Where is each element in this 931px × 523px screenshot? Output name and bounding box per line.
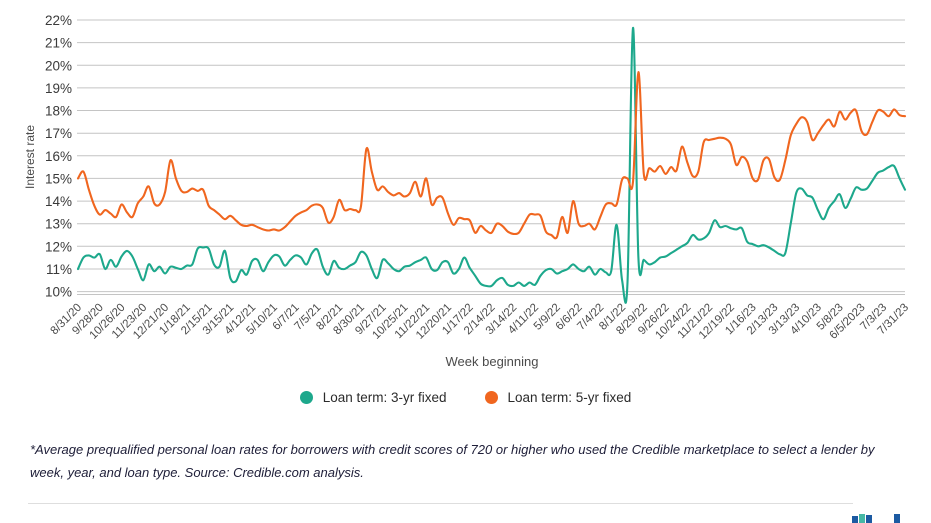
legend-item-3yr: Loan term: 3-yr fixed: [299, 390, 447, 405]
logo-bar: [852, 516, 858, 523]
legend-dot-5yr-icon: [484, 391, 498, 404]
logo-bar: [859, 514, 865, 523]
svg-text:21%: 21%: [45, 36, 72, 51]
svg-text:13%: 13%: [45, 217, 72, 232]
legend-label-5yr: Loan term: 5-yr fixed: [507, 390, 632, 405]
footer-divider: [28, 503, 853, 504]
svg-text:11%: 11%: [46, 262, 72, 277]
y-axis-title: Interest rate: [23, 125, 37, 189]
legend-dot-3yr-icon: [299, 391, 313, 404]
logo-bar: [866, 515, 872, 523]
chart-legend: Loan term: 3-yr fixed Loan term: 5-yr fi…: [0, 390, 931, 405]
series-line-3yr: [76, 26, 907, 304]
svg-text:18%: 18%: [45, 104, 72, 119]
loan-rates-line-chart: 10% 11% 12% 13% 14% 15% 16% 17% 18% 19% 20% 21% 22% 8…: [23, 13, 912, 369]
partial-logo-bars-icon: [852, 514, 912, 523]
chart-footnote: *Average prequalified personal loan rate…: [30, 442, 875, 480]
svg-text:19%: 19%: [45, 81, 72, 96]
svg-text:10%: 10%: [45, 285, 72, 300]
svg-text:12%: 12%: [45, 239, 72, 254]
logo-bar: [894, 514, 900, 523]
legend-label-3yr: Loan term: 3-yr fixed: [322, 390, 447, 405]
svg-text:17%: 17%: [45, 126, 72, 141]
y-axis-tick-labels: 10% 11% 12% 13% 14% 15% 16% 17% 18% 19% 20% 21% 22%: [45, 13, 72, 300]
svg-text:20%: 20%: [45, 58, 72, 73]
svg-text:14%: 14%: [45, 194, 72, 209]
svg-text:22%: 22%: [45, 13, 72, 28]
gridlines: [77, 19, 905, 295]
series-line-5yr: [76, 71, 907, 240]
x-axis-title: Week beginning: [446, 354, 539, 369]
svg-text:16%: 16%: [45, 149, 72, 164]
svg-text:15%: 15%: [45, 171, 72, 186]
legend-item-5yr: Loan term: 5-yr fixed: [484, 390, 632, 405]
x-axis-tick-labels: 8/31/209/28/2010/26/2011/23/2012/21/201/…: [49, 302, 912, 342]
